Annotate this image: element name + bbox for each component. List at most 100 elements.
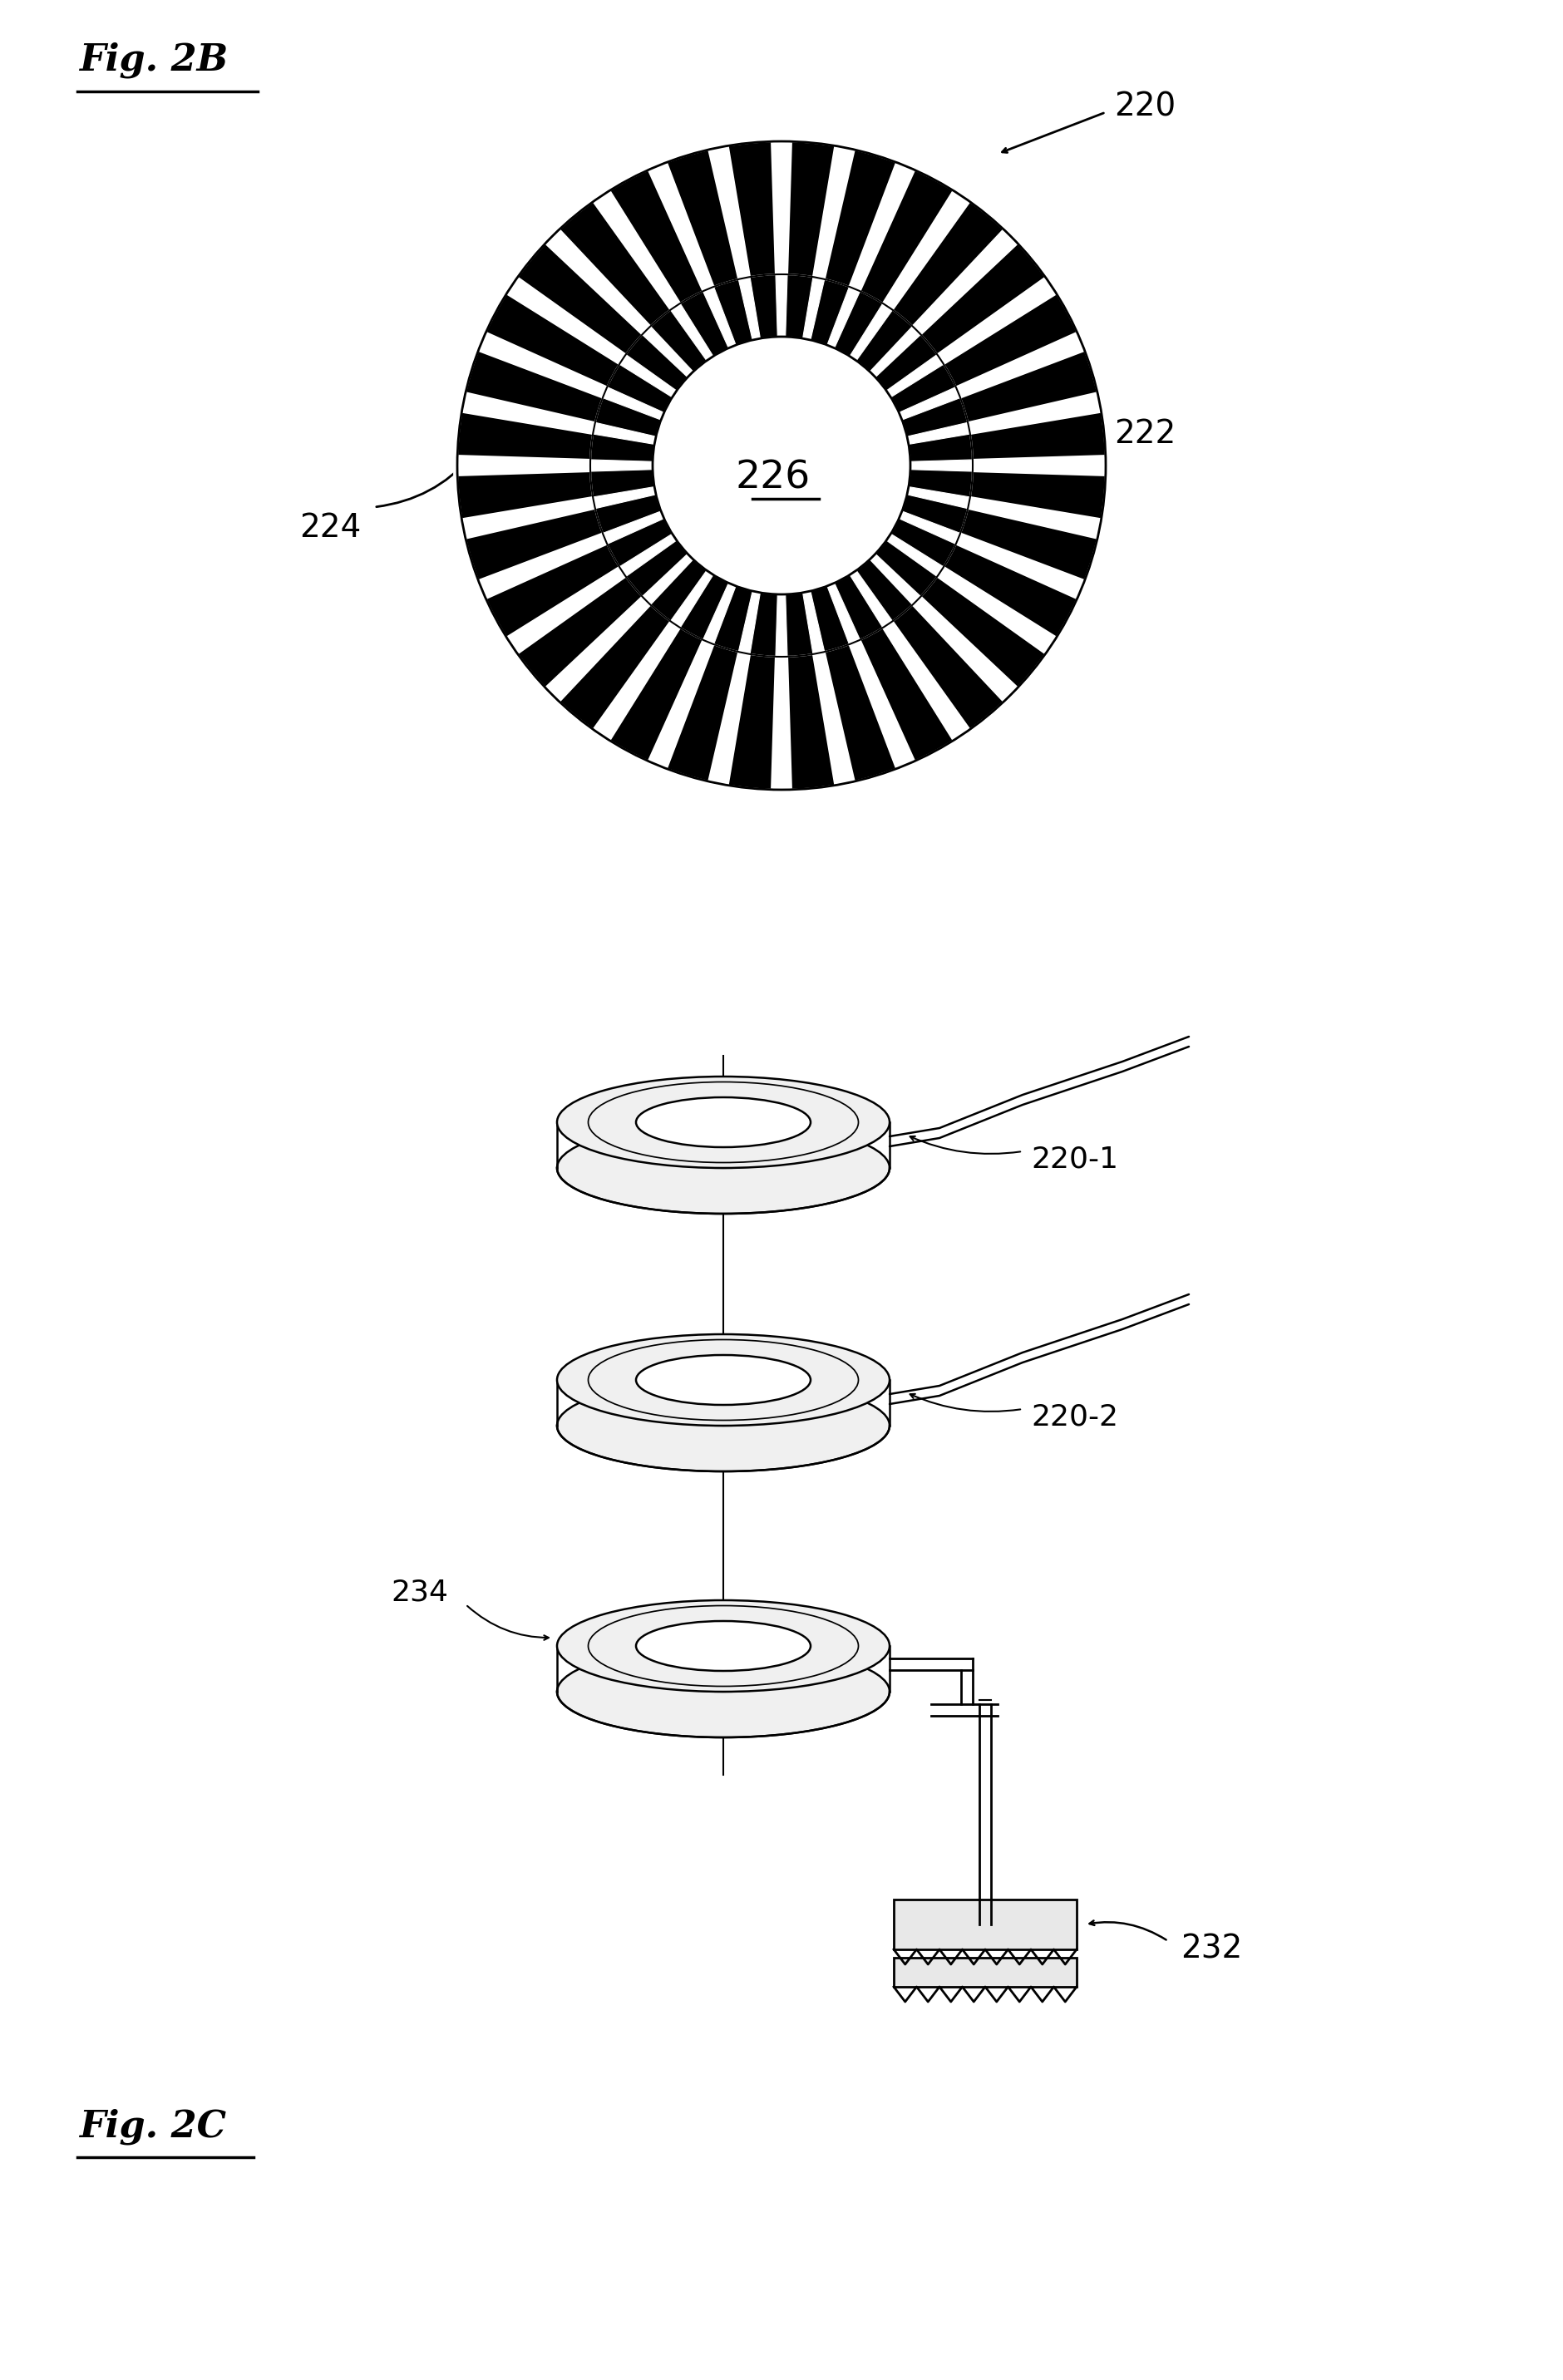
Wedge shape (849, 159, 916, 290)
Wedge shape (921, 576, 1046, 688)
Wedge shape (908, 469, 972, 497)
Wedge shape (857, 559, 913, 621)
Text: Fig. 2C: Fig. 2C (80, 2109, 227, 2144)
Wedge shape (625, 336, 688, 390)
Wedge shape (666, 645, 738, 781)
Wedge shape (650, 309, 706, 371)
Wedge shape (596, 397, 661, 436)
Wedge shape (955, 331, 1088, 397)
Text: 232: 232 (1180, 1933, 1241, 1966)
Wedge shape (969, 471, 1105, 519)
Wedge shape (542, 226, 650, 336)
Wedge shape (666, 150, 738, 286)
Wedge shape (910, 459, 974, 471)
Wedge shape (750, 274, 777, 338)
Wedge shape (610, 169, 703, 302)
Wedge shape (466, 350, 602, 424)
Wedge shape (606, 519, 672, 566)
Wedge shape (728, 655, 775, 790)
Wedge shape (972, 455, 1110, 476)
Wedge shape (892, 605, 1003, 728)
Wedge shape (849, 571, 892, 628)
Wedge shape (517, 576, 642, 688)
Wedge shape (969, 412, 1105, 459)
Wedge shape (503, 274, 625, 364)
Wedge shape (474, 533, 606, 600)
Wedge shape (860, 169, 953, 302)
Wedge shape (486, 293, 619, 388)
Ellipse shape (556, 1335, 889, 1426)
Wedge shape (813, 652, 855, 790)
Wedge shape (456, 471, 592, 519)
Ellipse shape (636, 1376, 810, 1426)
Wedge shape (942, 545, 1077, 638)
Ellipse shape (556, 1076, 889, 1169)
Wedge shape (610, 169, 703, 302)
Wedge shape (849, 302, 892, 362)
Wedge shape (960, 350, 1097, 424)
Wedge shape (466, 509, 602, 581)
Wedge shape (892, 605, 1003, 728)
Wedge shape (456, 471, 592, 519)
Wedge shape (458, 393, 596, 433)
Wedge shape (466, 509, 602, 581)
Wedge shape (913, 226, 1021, 336)
Wedge shape (680, 290, 728, 357)
Ellipse shape (636, 1119, 810, 1169)
Wedge shape (466, 350, 602, 424)
Wedge shape (824, 645, 896, 781)
Ellipse shape (636, 1097, 810, 1147)
Wedge shape (503, 566, 625, 657)
Wedge shape (942, 545, 1077, 638)
Wedge shape (921, 243, 1046, 355)
Wedge shape (883, 621, 972, 745)
Wedge shape (486, 293, 619, 388)
Wedge shape (706, 143, 750, 278)
Wedge shape (775, 274, 788, 336)
Wedge shape (955, 533, 1088, 600)
Wedge shape (617, 355, 677, 397)
Wedge shape (824, 150, 896, 286)
Wedge shape (875, 336, 936, 390)
Text: 222: 222 (1113, 419, 1175, 450)
Wedge shape (456, 412, 592, 459)
Wedge shape (646, 159, 713, 290)
Wedge shape (713, 278, 752, 345)
Wedge shape (967, 393, 1105, 433)
Wedge shape (813, 143, 855, 278)
Wedge shape (560, 202, 671, 326)
Wedge shape (591, 469, 653, 497)
Bar (894, 1959, 1075, 1987)
Wedge shape (517, 576, 642, 688)
Text: 220-1: 220-1 (1030, 1145, 1118, 1173)
Wedge shape (969, 471, 1105, 519)
Wedge shape (907, 421, 971, 445)
Ellipse shape (636, 1642, 810, 1692)
Text: Fig. 2B: Fig. 2B (80, 43, 228, 79)
Wedge shape (456, 140, 1105, 790)
Wedge shape (600, 512, 664, 545)
Wedge shape (891, 364, 955, 412)
Wedge shape (702, 286, 736, 347)
Wedge shape (942, 293, 1077, 388)
Wedge shape (875, 540, 936, 597)
Ellipse shape (636, 1354, 810, 1404)
Wedge shape (474, 331, 606, 397)
Wedge shape (591, 621, 680, 745)
Wedge shape (902, 397, 967, 436)
Wedge shape (617, 533, 677, 578)
Wedge shape (869, 326, 922, 378)
Circle shape (652, 336, 910, 595)
Wedge shape (886, 355, 944, 397)
Wedge shape (786, 655, 835, 790)
Wedge shape (750, 593, 777, 657)
Wedge shape (810, 278, 849, 345)
Wedge shape (907, 488, 971, 509)
Wedge shape (921, 243, 1046, 355)
Wedge shape (517, 243, 642, 355)
Wedge shape (892, 202, 1003, 326)
Wedge shape (936, 274, 1060, 364)
Wedge shape (591, 421, 655, 445)
Wedge shape (453, 455, 591, 476)
Wedge shape (860, 628, 953, 762)
